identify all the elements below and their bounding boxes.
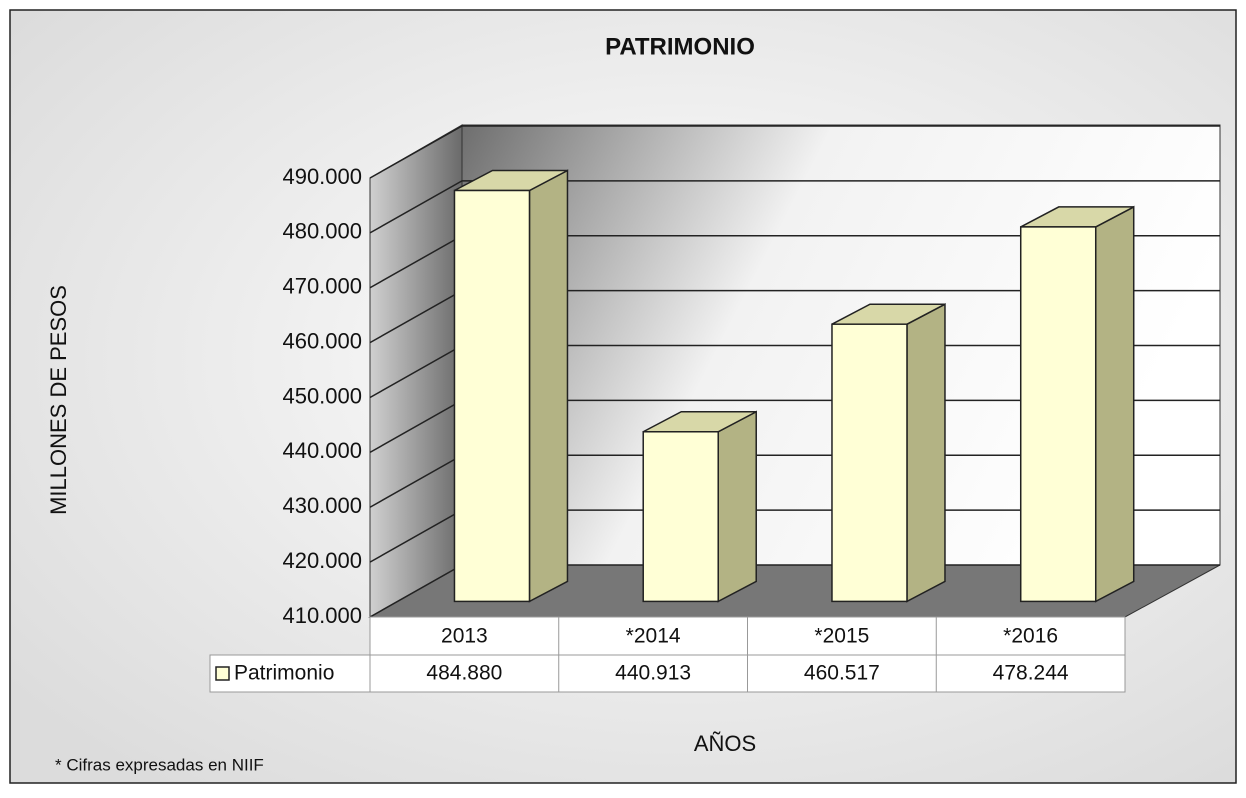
chart-title: PATRIMONIO (605, 33, 755, 60)
legend-cell (209, 654, 371, 693)
legend-label: Patrimonio (234, 662, 334, 685)
bar-side (1094, 205, 1135, 603)
x-tick-label: 2013 (441, 625, 488, 648)
legend-key (215, 666, 230, 681)
y-tick-label: 420.000 (282, 548, 362, 573)
bar-side (906, 302, 946, 603)
footnote: * Cifras expresadas en NIIF (55, 755, 264, 774)
x-tick-label: *2016 (1003, 625, 1058, 648)
x-tick-label: *2015 (814, 625, 869, 648)
bar-side (528, 169, 569, 603)
value-label: 478.244 (993, 662, 1069, 685)
y-tick-label: 480.000 (282, 219, 362, 244)
x-axis-label: AÑOS (694, 731, 756, 756)
bar (453, 189, 531, 603)
bar (642, 431, 719, 603)
bar (831, 323, 908, 603)
y-tick-label: 430.000 (282, 493, 362, 518)
y-tick-label: 410.000 (282, 603, 362, 628)
value-label: 440.913 (615, 662, 691, 685)
bar-side (717, 410, 757, 603)
value-label: 484.880 (426, 662, 502, 685)
y-axis-label: MILLONES DE PESOS (46, 285, 71, 515)
data-table: Patrimonio (209, 616, 1126, 693)
y-tick-label: 440.000 (282, 438, 362, 463)
x-tick-label: *2014 (626, 625, 681, 648)
y-tick-label: 460.000 (282, 328, 362, 353)
y-tick-label: 450.000 (282, 383, 362, 408)
bar (1019, 226, 1097, 603)
value-label: 460.517 (804, 662, 880, 685)
y-tick-label: 470.000 (282, 274, 362, 299)
grid-line (369, 180, 1220, 234)
grid-line (369, 125, 1220, 179)
y-tick-label: 490.000 (282, 164, 362, 189)
